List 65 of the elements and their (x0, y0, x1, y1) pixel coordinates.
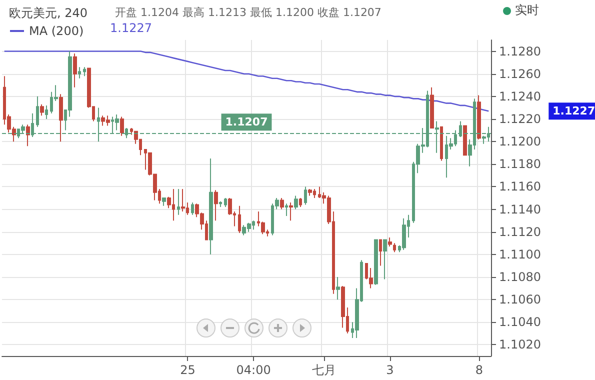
candlestick (430, 86, 434, 129)
candlestick (477, 94, 481, 140)
candlestick (26, 124, 30, 147)
candlestick (299, 198, 302, 208)
candlestick (463, 125, 467, 156)
candlestick (115, 114, 119, 131)
y-tick-label: 1.1240 (499, 89, 541, 104)
y-tick-label: 1.1060 (499, 292, 541, 307)
candlestick (45, 104, 48, 120)
text: 1.1227 (110, 21, 152, 35)
candlestick (83, 66, 86, 77)
candlestick (336, 276, 340, 300)
chart-title: 欧元美元, 240 (9, 6, 88, 20)
candlestick (289, 202, 293, 222)
candlestick (40, 104, 44, 116)
y-tick-label: 1.1100 (499, 247, 541, 262)
candlestick (374, 239, 378, 286)
x-tick-label: 七月 (312, 363, 336, 377)
x-tick-label: 25 (180, 363, 196, 377)
candlestick (388, 237, 392, 248)
y-tick-label: 1.1020 (499, 338, 541, 352)
candlestick (402, 218, 406, 250)
candlestick (294, 195, 298, 210)
text: 实时 (515, 3, 539, 17)
candlestick (162, 198, 166, 206)
y-tick-label: 1.1280 (499, 44, 541, 58)
y-tick-label: 1.1220 (499, 112, 541, 126)
y-tick-label: 1.1260 (499, 66, 541, 81)
candlestick (73, 53, 77, 88)
candlestick (393, 242, 396, 253)
candlestick (285, 203, 288, 217)
y-tick-label: 1.1080 (499, 270, 541, 284)
y-tick-label: 1.1160 (499, 180, 541, 194)
y-tick-label: 1.1180 (499, 157, 541, 172)
candlestick (304, 186, 307, 206)
candlestick (308, 188, 312, 196)
candlestick (219, 200, 222, 208)
x-tick-label: 3 (386, 363, 394, 377)
candlestick (214, 190, 218, 222)
x-tick-label: 8 (475, 363, 484, 377)
candlestick (36, 96, 39, 128)
y-tick-label: 1.1120 (499, 224, 541, 239)
y-tick-label: 1.1200 (499, 134, 541, 149)
candlestick (280, 198, 284, 210)
candlestick (177, 188, 180, 216)
text: 1.1227 (552, 104, 595, 118)
candlestick (238, 205, 241, 234)
y-tick-label: 1.1040 (499, 315, 541, 330)
candlestick (379, 239, 382, 266)
chart-subtitle: 开盘 1.1204 最高 1.1213 最低 1.1200 收盘 1.1207 (115, 6, 382, 19)
candlestick (209, 158, 213, 255)
candlestick (383, 239, 387, 280)
candlestick (78, 66, 81, 79)
x-tick-label: 04:00 (236, 363, 271, 377)
candlestick (369, 267, 373, 289)
candlestick (224, 198, 227, 208)
ref-line-label: 1.1207 (225, 116, 268, 129)
candlestick (120, 116, 124, 136)
candlestick (181, 188, 185, 212)
candlestick (191, 202, 194, 216)
candlestick (440, 126, 443, 162)
candlestick (59, 94, 63, 142)
y-tick-label: 1.1140 (499, 202, 541, 216)
legend-label: MA (200) (29, 24, 84, 38)
line-series (4, 50, 490, 112)
